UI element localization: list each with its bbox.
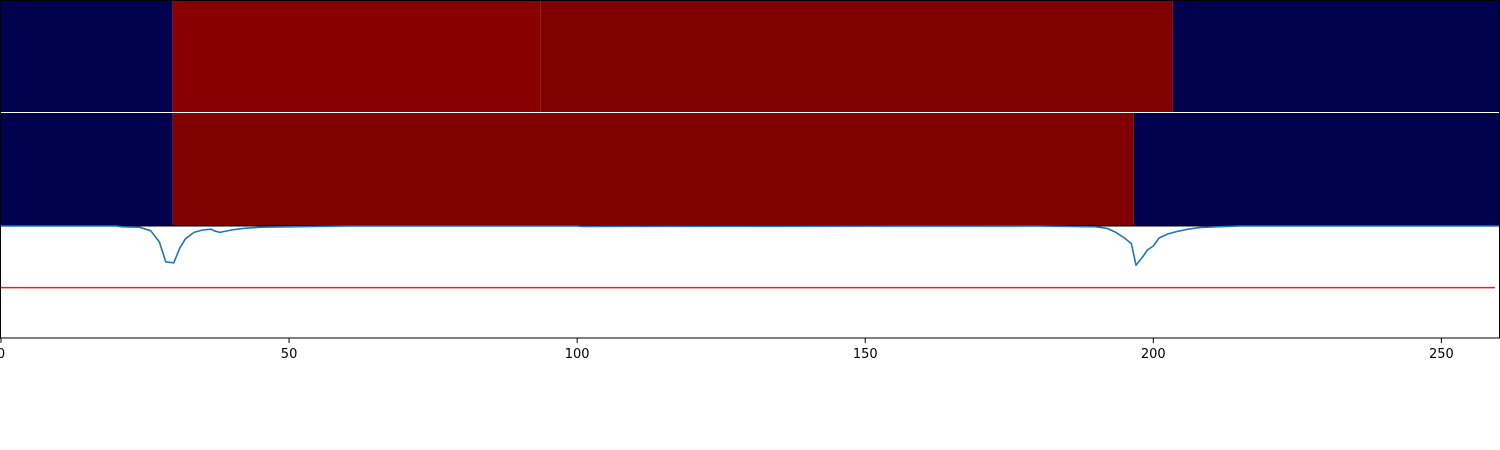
x-tick-label-250: 250	[1429, 347, 1454, 362]
heatmap-row-1-segment-2	[172, 1, 541, 112]
x-tick-label-200: 200	[1141, 347, 1166, 362]
x-tick-label-0: 0	[0, 347, 5, 362]
line-plot-frame	[0, 225, 1500, 339]
line-series	[1, 225, 1499, 267]
heatmap-area	[0, 0, 1500, 226]
heatmap-row-2-segment-2	[172, 113, 1134, 225]
x-tick-label-50: 50	[281, 347, 298, 362]
x-tick-label-100: 100	[565, 347, 590, 362]
heatmap-row-1-segment-4	[1172, 1, 1499, 112]
x-axis: 0 50 100 150 200 250	[0, 338, 1454, 362]
heatmap-row-1-segment-3	[540, 1, 1173, 112]
heatmap-row-1-segment-1	[1, 1, 173, 112]
line-plot-area	[0, 225, 1500, 339]
heatmap-row-2-segment-1	[1, 113, 173, 225]
x-tick-label-150: 150	[853, 347, 878, 362]
heatmap-row-2-segment-3	[1133, 113, 1499, 225]
